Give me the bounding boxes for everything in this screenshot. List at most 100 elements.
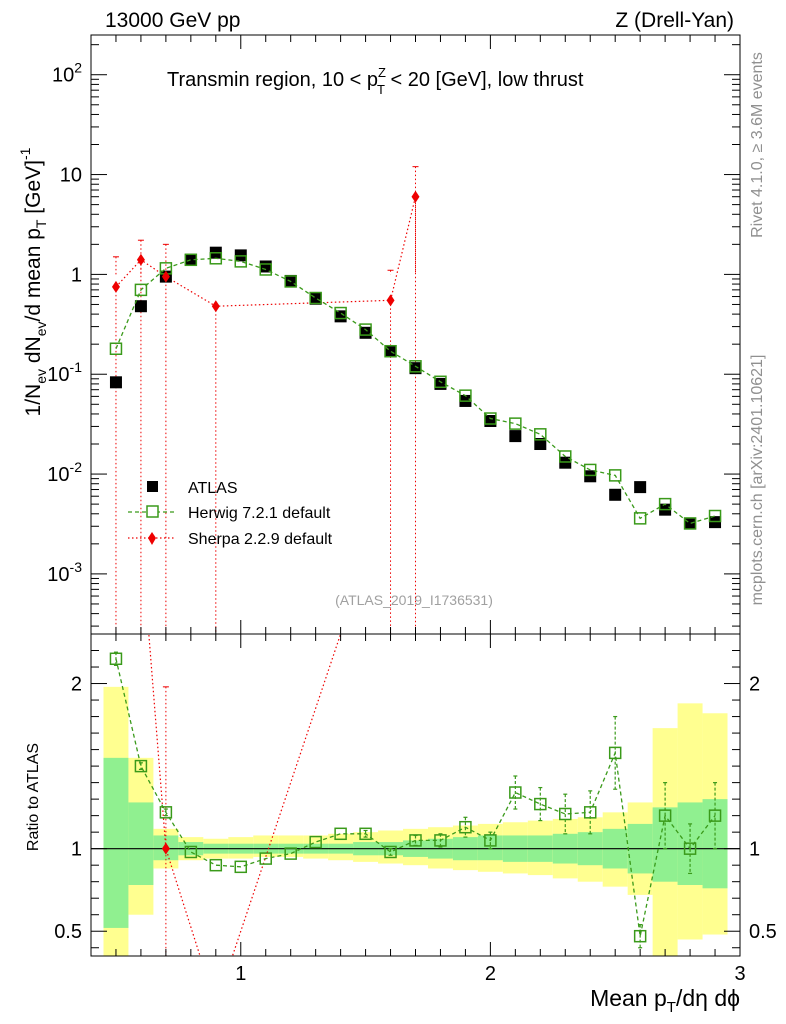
- ratio-herwig-point: [509, 786, 522, 799]
- atlas-point: [584, 470, 597, 483]
- x-tick-label: 1: [235, 963, 246, 985]
- rivet-version-label: Rivet 4.1.0, ≥ 3.6M events: [749, 52, 766, 238]
- herwig-point: [384, 344, 397, 358]
- herwig-point: [534, 428, 547, 441]
- main-y-tick-label: 1: [71, 264, 82, 286]
- ratio-herwig-point: [484, 834, 497, 847]
- axes: 1 2 3 10-3 10-2 10-1 1 10 102 0.5 0.5 1 1 2 2: [47, 34, 777, 985]
- herwig-point: [459, 389, 472, 402]
- ratio-sherpa-point: [137, 529, 145, 541]
- herwig-point: [509, 417, 522, 430]
- ratio-herwig-point: [708, 809, 722, 822]
- herwig-point: [484, 412, 497, 425]
- ratio-uncertainty-bands: [91, 686, 740, 956]
- sherpa-point: [136, 253, 145, 266]
- main-y-tick-label: 10-3: [47, 559, 82, 586]
- ratio-herwig-point: [284, 847, 297, 860]
- legend-herwig-marker: [146, 505, 159, 518]
- herwig-point: [209, 252, 223, 265]
- ratio-sherpa-point: [212, 1000, 220, 1012]
- atlas-point: [609, 488, 622, 501]
- sherpa-point: [411, 190, 420, 203]
- herwig-point: [658, 497, 672, 511]
- legend-atlas-label: ATLAS: [188, 480, 238, 497]
- x-tick-label: 3: [734, 963, 745, 985]
- ratio-herwig-point: [583, 806, 597, 819]
- herwig-point: [284, 275, 297, 288]
- atlas-point: [334, 310, 347, 323]
- atlas-point: [259, 260, 272, 273]
- ratio-y-tick-label-left: 2: [71, 674, 82, 696]
- herwig-point: [234, 255, 248, 268]
- ratio-herwig-point: [658, 809, 672, 822]
- atlas-point: [184, 253, 197, 266]
- band-inner-bin: [103, 757, 129, 928]
- atlas-point: [359, 326, 372, 339]
- atlas-point: [684, 517, 697, 530]
- ratio-herwig-point: [134, 759, 148, 773]
- legend: ATLAS Herwig 7.2.1 default Sherpa 2.2.9 …: [128, 480, 333, 548]
- herwig-point: [633, 512, 647, 525]
- herwig-point: [409, 360, 422, 373]
- mcplots-source-label: mcplots.cern.ch [arXiv:2401.10621]: [749, 355, 766, 606]
- ratio-herwig-point: [434, 834, 447, 847]
- ratio-herwig-point: [334, 827, 347, 841]
- analysis-watermark: (ATLAS_2019_I1736531): [335, 592, 493, 608]
- ratio-herwig-point: [259, 852, 272, 865]
- legend-sherpa-marker: [148, 532, 156, 545]
- herwig-point: [683, 517, 697, 530]
- main-panel: [109, 166, 722, 634]
- herwig-point: [309, 291, 322, 305]
- ratio-herwig-point: [633, 929, 647, 943]
- herwig-point: [559, 450, 572, 463]
- sherpa-point: [211, 300, 220, 313]
- ratio-y-tick-label-left: 1: [71, 839, 82, 861]
- ratio-frame: [90, 633, 741, 957]
- x-tick-label: 2: [485, 963, 496, 985]
- ratio-herwig-line: [115, 658, 716, 937]
- herwig-point: [334, 306, 347, 320]
- ratio-herwig-point: [534, 797, 547, 811]
- herwig-point: [608, 469, 622, 482]
- main-y-axis-label: 1/Nev dNev/d mean pT [GeV]-1: [17, 147, 49, 416]
- herwig-point: [583, 463, 597, 477]
- x-axis-label: Mean pT/dη dϕ: [590, 985, 740, 1016]
- ratio-herwig-point: [559, 807, 572, 821]
- atlas-point: [509, 430, 522, 443]
- herwig-point: [134, 283, 148, 297]
- atlas-point: [134, 300, 147, 313]
- atlas-point: [634, 481, 647, 494]
- ratio-herwig-point: [683, 842, 697, 855]
- ratio-herwig-point: [384, 845, 397, 859]
- process-label: Z (Drell-Yan): [615, 9, 734, 32]
- legend-herwig-label: Herwig 7.2.1 default: [188, 505, 331, 522]
- ratio-herwig-point: [409, 834, 422, 847]
- sherpa-point: [386, 294, 395, 307]
- ratio-herwig-point: [184, 845, 198, 859]
- herwig-point: [434, 375, 447, 389]
- sherpa-point: [161, 270, 170, 283]
- herwig-point: [184, 253, 198, 267]
- ratio-sherpa-point: [161, 842, 170, 855]
- atlas-point: [109, 376, 122, 389]
- ratio-herwig-point: [459, 820, 472, 834]
- legend-atlas-marker: [147, 481, 158, 492]
- atlas-point: [484, 415, 497, 428]
- herwig-point: [359, 323, 372, 336]
- ratio-herwig-point: [309, 835, 322, 849]
- band-inner-bin: [128, 802, 154, 885]
- main-y-tick-label: 10-1: [47, 359, 82, 386]
- main-y-tick-label: 10-2: [47, 459, 82, 486]
- main-title: Transmin region, 10 < pZ T < 20 [GeV], lo…: [167, 65, 584, 97]
- ratio-herwig-point: [209, 858, 223, 872]
- sherpa-point: [111, 280, 120, 293]
- ratio-herwig-point: [159, 806, 173, 819]
- herwig-point: [259, 263, 272, 276]
- herwig-point: [708, 509, 722, 523]
- herwig-point: [109, 342, 123, 355]
- ratio-sherpa-line: [148, 634, 342, 956]
- energy-label: 13000 GeV pp: [105, 9, 240, 32]
- legend-sherpa-label: Sherpa 2.2.9 default: [188, 531, 333, 548]
- main-y-tick-label: 10: [60, 165, 82, 187]
